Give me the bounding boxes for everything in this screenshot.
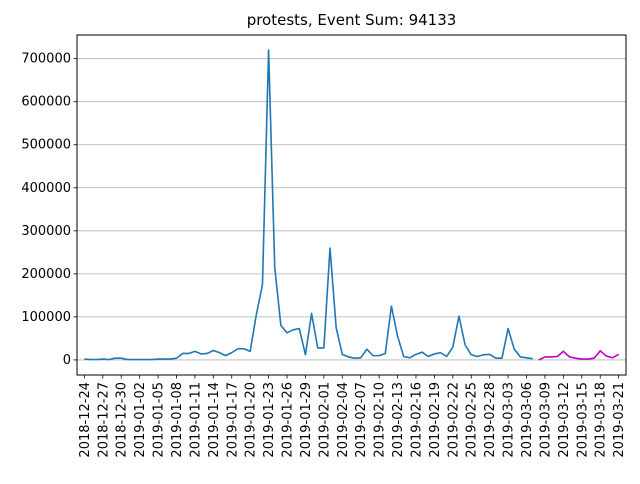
x-tick-label: 2019-03-06 (520, 382, 535, 458)
x-tick-label: 2019-02-01 (317, 382, 332, 458)
x-tick-label: 2019-01-02 (133, 382, 148, 458)
x-tick-label: 2019-03-09 (538, 382, 553, 458)
y-tick-label: 600000 (21, 95, 71, 110)
x-tick-label: 2019-01-23 (262, 382, 277, 458)
x-tick-label: 2019-02-10 (373, 382, 388, 458)
x-tick-label: 2019-01-14 (207, 382, 222, 458)
x-tick-label: 2019-02-07 (354, 382, 369, 458)
x-tick-label: 2019-02-22 (446, 382, 461, 458)
y-tick-label: 0 (63, 353, 71, 368)
x-tick-label: 2018-12-30 (115, 382, 130, 458)
x-tick-label: 2019-03-12 (557, 382, 572, 458)
y-tick-label: 400000 (21, 181, 71, 196)
x-tick-label: 2019-01-20 (244, 382, 259, 458)
x-tick-label: 2019-02-13 (391, 382, 406, 458)
grid-layer (77, 58, 626, 361)
x-tick-label: 2019-03-03 (502, 382, 517, 458)
series-line-1 (84, 49, 533, 361)
y-tick-label: 500000 (21, 138, 71, 153)
y-tick-label: 200000 (21, 267, 71, 282)
x-tick-label: 2019-02-04 (336, 382, 351, 458)
series-line-2 (538, 350, 620, 361)
x-tick-label: 2019-01-05 (152, 382, 167, 458)
x-tick-label: 2018-12-27 (96, 382, 111, 458)
x-tick-label: 2019-03-21 (612, 382, 627, 458)
x-tick-label: 2019-01-11 (188, 382, 203, 458)
chart-title: protests, Event Sum: 94133 (246, 11, 457, 29)
x-tick-label: 2019-01-26 (281, 382, 296, 458)
x-axis: 2018-12-24 2018-12-27 2018-12-30 2019-01-02… (78, 375, 627, 458)
series-layer (84, 49, 620, 361)
x-tick-label: 2019-01-29 (299, 382, 314, 458)
x-tick-label: 2019-02-25 (465, 382, 480, 458)
x-tick-label: 2019-02-19 (428, 382, 443, 458)
x-tick-label: 2019-01-08 (170, 382, 185, 458)
x-tick-label: 2019-03-18 (594, 382, 609, 458)
x-tick-label: 2019-03-15 (575, 382, 590, 458)
y-tick-label: 700000 (21, 52, 71, 67)
y-tick-label: 100000 (21, 310, 71, 325)
x-tick-label: 2019-01-17 (225, 382, 240, 458)
x-tick-label: 2019-02-28 (483, 382, 498, 458)
plot-frame (76, 34, 627, 376)
y-axis: 0 100000 200000 300000 400000 500000 600000 700… (21, 52, 77, 368)
y-tick-label: 300000 (21, 224, 71, 239)
x-tick-label: 2019-02-16 (409, 382, 424, 458)
x-tick-label: 2018-12-24 (78, 382, 93, 458)
